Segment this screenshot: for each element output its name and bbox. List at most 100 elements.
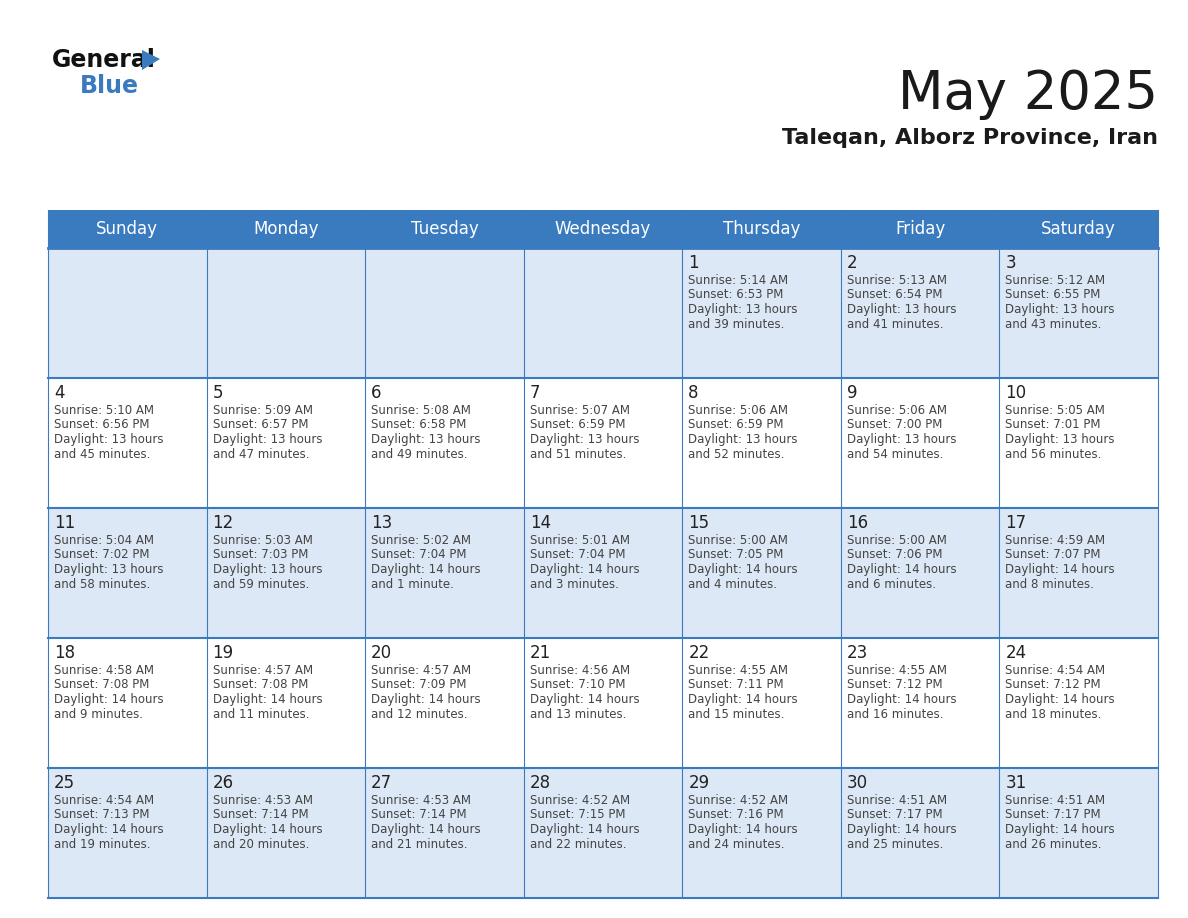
Text: and 58 minutes.: and 58 minutes.: [53, 577, 150, 590]
Text: and 43 minutes.: and 43 minutes.: [1005, 318, 1101, 330]
Text: 19: 19: [213, 644, 234, 662]
Text: 22: 22: [688, 644, 709, 662]
Text: Sunrise: 4:55 AM: Sunrise: 4:55 AM: [847, 664, 947, 677]
Text: Sunset: 7:11 PM: Sunset: 7:11 PM: [688, 678, 784, 691]
Text: Daylight: 13 hours: Daylight: 13 hours: [371, 433, 481, 446]
Text: Thursday: Thursday: [722, 220, 801, 238]
Text: Sunset: 6:57 PM: Sunset: 6:57 PM: [213, 419, 308, 431]
Text: 17: 17: [1005, 514, 1026, 532]
Text: Sunrise: 4:54 AM: Sunrise: 4:54 AM: [53, 794, 154, 807]
Text: 7: 7: [530, 384, 541, 402]
Text: Sunset: 6:54 PM: Sunset: 6:54 PM: [847, 288, 942, 301]
Text: 20: 20: [371, 644, 392, 662]
Text: and 3 minutes.: and 3 minutes.: [530, 577, 619, 590]
Text: and 24 minutes.: and 24 minutes.: [688, 837, 785, 850]
Bar: [207, 638, 365, 768]
Text: Sunset: 7:05 PM: Sunset: 7:05 PM: [688, 548, 784, 562]
Text: Blue: Blue: [80, 74, 139, 98]
Text: 30: 30: [847, 774, 868, 792]
Text: 2: 2: [847, 254, 858, 272]
Text: Sunset: 7:00 PM: Sunset: 7:00 PM: [847, 419, 942, 431]
Text: 8: 8: [688, 384, 699, 402]
Text: and 8 minutes.: and 8 minutes.: [1005, 577, 1094, 590]
Text: 28: 28: [530, 774, 551, 792]
Bar: [48, 378, 207, 508]
Bar: [682, 638, 841, 768]
Text: Daylight: 14 hours: Daylight: 14 hours: [688, 563, 798, 576]
Text: and 20 minutes.: and 20 minutes.: [213, 837, 309, 850]
Bar: [48, 768, 207, 898]
Text: and 45 minutes.: and 45 minutes.: [53, 447, 151, 461]
Text: Sunday: Sunday: [96, 220, 158, 238]
Bar: [524, 248, 682, 378]
Text: Sunset: 7:13 PM: Sunset: 7:13 PM: [53, 809, 150, 822]
Bar: [365, 638, 524, 768]
Text: Sunset: 7:09 PM: Sunset: 7:09 PM: [371, 678, 467, 691]
Bar: [999, 378, 1158, 508]
Text: Daylight: 13 hours: Daylight: 13 hours: [530, 433, 639, 446]
Text: Sunset: 7:07 PM: Sunset: 7:07 PM: [1005, 548, 1101, 562]
Bar: [207, 248, 365, 378]
Text: Daylight: 13 hours: Daylight: 13 hours: [688, 303, 798, 316]
Text: Sunrise: 5:00 AM: Sunrise: 5:00 AM: [688, 534, 788, 547]
Bar: [682, 508, 841, 638]
Text: Sunset: 7:02 PM: Sunset: 7:02 PM: [53, 548, 150, 562]
Bar: [48, 508, 207, 638]
Text: Sunset: 6:56 PM: Sunset: 6:56 PM: [53, 419, 150, 431]
Text: and 52 minutes.: and 52 minutes.: [688, 447, 784, 461]
Bar: [999, 638, 1158, 768]
Text: Sunset: 6:58 PM: Sunset: 6:58 PM: [371, 419, 467, 431]
Text: Daylight: 14 hours: Daylight: 14 hours: [371, 563, 481, 576]
Text: Sunrise: 5:14 AM: Sunrise: 5:14 AM: [688, 274, 789, 287]
Text: and 13 minutes.: and 13 minutes.: [530, 708, 626, 721]
Text: Daylight: 13 hours: Daylight: 13 hours: [688, 433, 798, 446]
Text: Sunrise: 5:03 AM: Sunrise: 5:03 AM: [213, 534, 312, 547]
Bar: [48, 248, 207, 378]
Text: and 1 minute.: and 1 minute.: [371, 577, 454, 590]
Text: Daylight: 14 hours: Daylight: 14 hours: [213, 693, 322, 706]
Text: Daylight: 14 hours: Daylight: 14 hours: [847, 693, 956, 706]
Text: Sunset: 7:08 PM: Sunset: 7:08 PM: [53, 678, 150, 691]
Text: Sunrise: 4:57 AM: Sunrise: 4:57 AM: [371, 664, 472, 677]
Text: 25: 25: [53, 774, 75, 792]
Text: Daylight: 13 hours: Daylight: 13 hours: [1005, 433, 1114, 446]
Text: Daylight: 13 hours: Daylight: 13 hours: [213, 563, 322, 576]
Text: Sunrise: 4:52 AM: Sunrise: 4:52 AM: [530, 794, 630, 807]
Text: May 2025: May 2025: [898, 68, 1158, 120]
Bar: [207, 508, 365, 638]
Text: and 49 minutes.: and 49 minutes.: [371, 447, 468, 461]
Text: Sunrise: 4:58 AM: Sunrise: 4:58 AM: [53, 664, 154, 677]
Text: 1: 1: [688, 254, 699, 272]
Bar: [841, 638, 999, 768]
Text: Daylight: 14 hours: Daylight: 14 hours: [530, 823, 639, 836]
Bar: [999, 768, 1158, 898]
Text: 14: 14: [530, 514, 551, 532]
Text: Sunrise: 5:07 AM: Sunrise: 5:07 AM: [530, 404, 630, 417]
Text: 13: 13: [371, 514, 392, 532]
Text: 6: 6: [371, 384, 381, 402]
Text: Sunrise: 4:51 AM: Sunrise: 4:51 AM: [847, 794, 947, 807]
Text: Sunrise: 4:51 AM: Sunrise: 4:51 AM: [1005, 794, 1106, 807]
Text: Monday: Monday: [253, 220, 318, 238]
Text: Sunset: 7:14 PM: Sunset: 7:14 PM: [213, 809, 308, 822]
Text: Sunset: 7:06 PM: Sunset: 7:06 PM: [847, 548, 942, 562]
Bar: [682, 768, 841, 898]
Text: Sunset: 7:15 PM: Sunset: 7:15 PM: [530, 809, 625, 822]
Text: Daylight: 13 hours: Daylight: 13 hours: [1005, 303, 1114, 316]
Text: Daylight: 13 hours: Daylight: 13 hours: [213, 433, 322, 446]
Text: Sunset: 7:10 PM: Sunset: 7:10 PM: [530, 678, 625, 691]
Text: Sunrise: 5:02 AM: Sunrise: 5:02 AM: [371, 534, 472, 547]
Text: 31: 31: [1005, 774, 1026, 792]
Text: and 9 minutes.: and 9 minutes.: [53, 708, 143, 721]
Text: Sunset: 7:01 PM: Sunset: 7:01 PM: [1005, 419, 1101, 431]
Text: Saturday: Saturday: [1042, 220, 1116, 238]
Bar: [999, 248, 1158, 378]
Bar: [365, 768, 524, 898]
Text: Sunset: 7:17 PM: Sunset: 7:17 PM: [847, 809, 942, 822]
Text: Sunrise: 5:09 AM: Sunrise: 5:09 AM: [213, 404, 312, 417]
Text: Daylight: 13 hours: Daylight: 13 hours: [53, 433, 164, 446]
Bar: [524, 378, 682, 508]
Text: and 26 minutes.: and 26 minutes.: [1005, 837, 1102, 850]
Text: and 25 minutes.: and 25 minutes.: [847, 837, 943, 850]
Bar: [207, 378, 365, 508]
